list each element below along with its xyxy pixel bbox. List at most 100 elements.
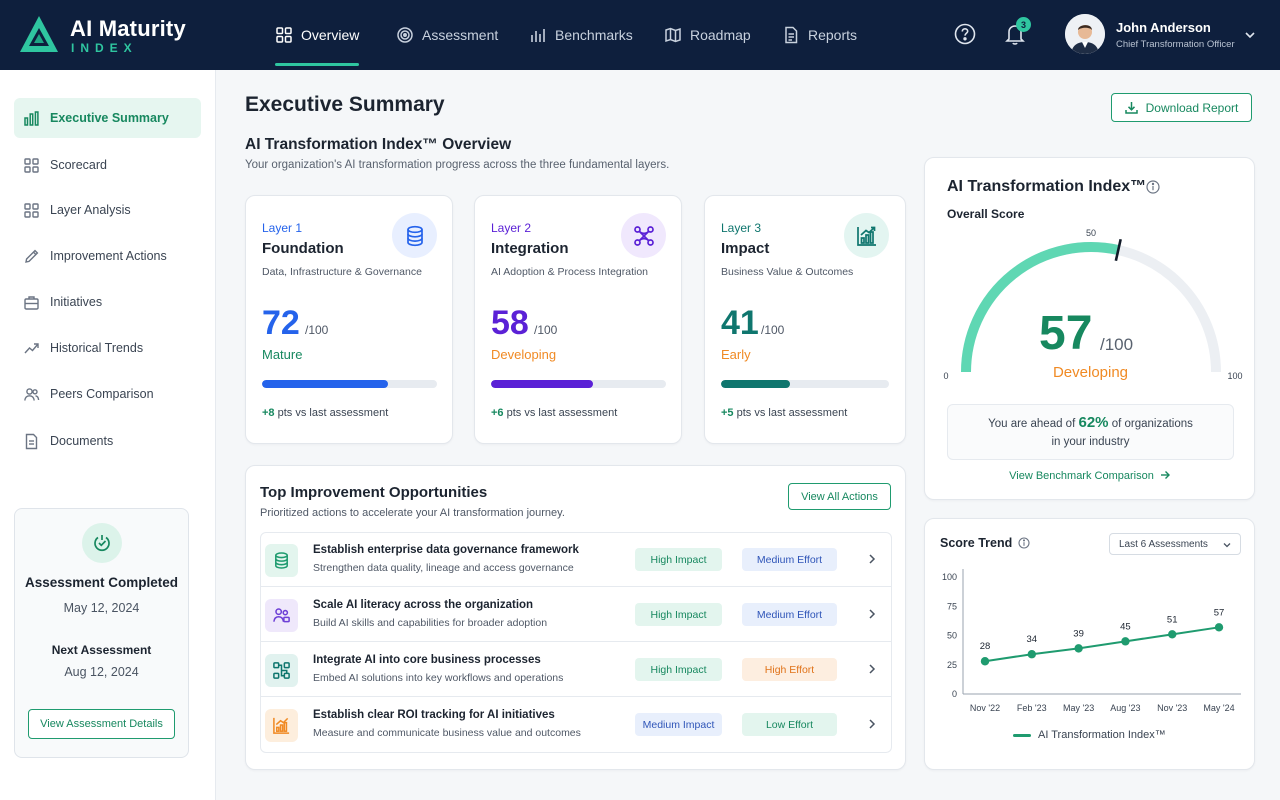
gauge-min-label: 0 xyxy=(943,371,948,381)
sidebar-item-scorecard[interactable]: Scorecard xyxy=(14,145,201,185)
data-label: 57 xyxy=(1214,607,1225,618)
layers-icon xyxy=(24,202,39,218)
layer-status: Developing xyxy=(491,347,557,362)
avatar[interactable] xyxy=(1065,14,1105,54)
users-icon xyxy=(24,387,40,401)
x-tick-label: May '24 xyxy=(1203,703,1234,713)
layer-card-foundation[interactable]: Layer 1 Foundation Data, Infrastructure … xyxy=(245,195,453,444)
chevron-right-icon[interactable] xyxy=(866,608,878,620)
nav-roadmap-label: Roadmap xyxy=(690,27,751,43)
sidebar-item-executive-summary[interactable]: Executive Summary xyxy=(14,98,201,138)
info-icon[interactable] xyxy=(1018,537,1030,549)
sidebar-item-improvement-actions[interactable]: Improvement Actions xyxy=(14,236,201,276)
nav-assessment[interactable]: Assessment xyxy=(396,0,498,70)
layer-status: Early xyxy=(721,347,751,362)
bar-chart-icon xyxy=(531,29,545,42)
user-name[interactable]: John Anderson xyxy=(1116,20,1211,35)
assessment-icon-wrap xyxy=(82,523,122,563)
map-icon xyxy=(665,27,681,43)
user-avatar-icon xyxy=(1065,14,1105,54)
assessment-completed-date: May 12, 2024 xyxy=(63,601,140,615)
gauge-mid-label: 50 xyxy=(1086,228,1096,238)
effort-badge: Low Effort xyxy=(742,713,837,736)
layer-card-integration[interactable]: Layer 2 Integration AI Adoption & Proces… xyxy=(474,195,682,444)
impact-badge: High Impact xyxy=(635,603,722,626)
nav-benchmarks[interactable]: Benchmarks xyxy=(529,0,633,70)
sidebar-item-label: Improvement Actions xyxy=(50,249,167,263)
benchmark-link-label: View Benchmark Comparison xyxy=(1009,470,1154,482)
sidebar-item-initiatives[interactable]: Initiatives xyxy=(14,282,201,322)
opportunity-icon-wrap xyxy=(265,709,298,742)
document-icon xyxy=(785,26,798,44)
next-assessment-label: Next Assessment xyxy=(51,643,152,657)
target-icon xyxy=(397,27,413,43)
data-label: 51 xyxy=(1167,614,1178,625)
opportunities-subtitle: Prioritized actions to accelerate your A… xyxy=(260,507,565,519)
sidebar-item-historical-trends[interactable]: Historical Trends xyxy=(14,328,201,368)
index-title: AI Transformation Index™ xyxy=(947,178,1147,195)
view-benchmark-comparison-link[interactable]: View Benchmark Comparison xyxy=(925,470,1254,482)
download-icon xyxy=(1124,102,1138,114)
check-badge-icon xyxy=(94,535,110,552)
pencil-icon xyxy=(25,249,39,263)
bell-icon[interactable] xyxy=(1004,22,1026,46)
brand-subtitle: INDEX xyxy=(71,41,138,55)
database-icon xyxy=(406,225,423,246)
chevron-right-icon[interactable] xyxy=(866,553,878,565)
effort-badge: Medium Effort xyxy=(742,548,837,571)
section-title: AI Transformation Index™ Overview xyxy=(245,136,512,153)
roi-chart-icon xyxy=(273,717,290,734)
opportunity-row[interactable]: Scale AI literacy across the organizatio… xyxy=(261,588,891,642)
sidebar-item-peers-comparison[interactable]: Peers Comparison xyxy=(14,374,201,414)
layer-delta-value: +5 xyxy=(721,407,734,419)
x-tick-label: Aug '23 xyxy=(1110,703,1140,713)
gauge-marker xyxy=(1114,238,1122,262)
trend-icon xyxy=(24,342,39,353)
user-role: Chief Transformation Officer xyxy=(1116,39,1235,50)
nav-benchmarks-label: Benchmarks xyxy=(555,27,633,43)
nav-reports[interactable]: Reports xyxy=(782,0,857,70)
layer-card-impact[interactable]: Layer 3 Impact Business Value & Outcomes… xyxy=(704,195,906,444)
help-icon[interactable] xyxy=(954,23,976,45)
opportunity-row[interactable]: Integrate AI into core business processe… xyxy=(261,643,891,697)
layer-delta-suffix: pts vs last assessment xyxy=(274,407,389,419)
score-trend-chart: 100 75 50 25 0 Nov '22 Feb '23 May '23 Aug '23 No… xyxy=(942,569,1241,713)
effort-badge: Medium Effort xyxy=(742,603,837,626)
gauge-fill xyxy=(961,242,1120,373)
layer-delta: +5 pts vs last assessment xyxy=(721,407,847,419)
opportunity-icon-wrap xyxy=(265,654,298,687)
opportunity-title: Scale AI literacy across the organizatio… xyxy=(313,599,534,611)
sidebar-item-documents[interactable]: Documents xyxy=(14,421,201,461)
view-assessment-details-button[interactable]: View Assessment Details xyxy=(28,709,175,739)
gauge-max-label: 100 xyxy=(1227,371,1242,381)
y-tick-label: 100 xyxy=(942,572,957,582)
sidebar-item-layer-analysis[interactable]: Layer Analysis xyxy=(14,190,201,230)
chevron-down-icon[interactable] xyxy=(1244,29,1256,41)
info-icon[interactable] xyxy=(1146,180,1160,194)
brand-logo[interactable]: AI Maturity INDEX xyxy=(18,14,218,58)
opportunity-row[interactable]: Establish clear ROI tracking for AI init… xyxy=(261,698,891,752)
layer-icon-wrap xyxy=(392,213,437,258)
impact-badge: High Impact xyxy=(635,548,722,571)
chevron-right-icon[interactable] xyxy=(866,663,878,675)
layer-delta: +6 pts vs last assessment xyxy=(491,407,617,419)
sidebar-item-label: Executive Summary xyxy=(50,111,169,125)
download-report-button[interactable]: Download Report xyxy=(1111,93,1252,122)
y-tick-label: 75 xyxy=(947,601,957,611)
x-tick-label: Nov '23 xyxy=(1157,703,1187,713)
layer-number: Layer 3 xyxy=(721,221,762,235)
nav-reports-label: Reports xyxy=(808,27,858,43)
opportunity-description: Measure and communicate business value a… xyxy=(313,727,581,739)
chevron-right-icon[interactable] xyxy=(866,718,878,730)
top-bar: AI Maturity INDEX Overview Assessment Be… xyxy=(0,0,1280,70)
series-line xyxy=(984,626,1220,663)
assessment-range-select[interactable]: Last 6 Assessments xyxy=(1109,533,1241,555)
view-all-actions-button[interactable]: View All Actions xyxy=(788,483,891,510)
data-point xyxy=(1214,623,1224,632)
industry-comparison-box: You are ahead of 62% of organizations in… xyxy=(947,404,1234,460)
nav-overview[interactable]: Overview xyxy=(275,0,360,70)
download-report-label: Download Report xyxy=(1145,100,1239,115)
opportunity-row[interactable]: Establish enterprise data governance fra… xyxy=(261,533,891,587)
opportunity-description: Embed AI solutions into key workflows an… xyxy=(313,672,564,684)
nav-roadmap[interactable]: Roadmap xyxy=(664,0,751,70)
